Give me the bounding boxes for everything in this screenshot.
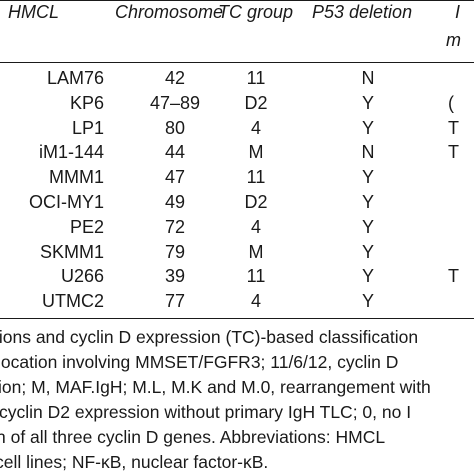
row-tc-group-cell: 4 [250,118,261,138]
row-hmcl-cell: MMM1 [49,167,104,187]
row-chromosome-cell: 47–89 [150,93,201,113]
row-chromosome-cell: 80 [164,118,186,138]
header-tc-group: TC group [218,2,294,22]
table-bottom-rule [0,318,474,319]
row-hmcl-cell: LP1 [71,118,104,138]
row-tc-group-cell: 4 [250,291,261,311]
header-chromosome: Chromosome [115,2,224,22]
row-hmcl-cell: iM1-144 [38,142,104,162]
row-chromosome-cell: 47 [164,167,186,187]
footnote-line: tions and cyclin D expression (TC)-based… [0,327,419,347]
row-tc-group-cell: 4 [250,217,261,237]
header-col5-line1: I [455,2,461,22]
row-col5-cell: T [448,118,459,138]
row-chromosome-cell: 42 [164,68,186,88]
table-top-rule [0,0,474,1]
row-hmcl-cell: OCI-MY1 [28,192,104,212]
header-p53-deletion: P53 deletion [312,2,413,22]
row-p53-deletion-cell: Y [361,93,374,113]
footnote-line: ion; M, MAF.IgH; M.L, M.K and M.0, rearr… [0,377,431,397]
row-p53-deletion-cell: Y [361,167,374,187]
row-chromosome-cell: 79 [164,242,186,262]
row-p53-deletion-cell: N [361,142,375,162]
footnote-line: n of all three cyclin D genes. Abbreviat… [0,427,386,447]
header-col5-line2: m [446,30,461,50]
row-p53-deletion-cell: Y [361,118,374,138]
row-tc-group-cell: D2 [244,192,268,212]
row-p53-deletion-cell: Y [361,217,374,237]
row-tc-group-cell: M [248,242,264,262]
row-p53-deletion-cell: Y [361,266,374,286]
row-tc-group-cell: 11 [246,68,266,88]
row-p53-deletion-cell: Y [361,242,374,262]
row-p53-deletion-cell: Y [361,192,374,212]
row-chromosome-cell: 77 [164,291,186,311]
footnote-line: location involving MMSET/FGFR3; 11/6/12,… [0,352,399,372]
footnote-line: cyclin D2 expression without primary IgH… [0,402,412,422]
header-bottom-rule [0,62,474,63]
row-p53-deletion-cell: Y [361,291,374,311]
header-hmcl: HMCL [8,2,60,22]
footnote-line: cell lines; NF-κB, nuclear factor-κB. [0,452,269,472]
row-hmcl-cell: UTMC2 [42,291,104,311]
row-col5-cell: ( [448,93,454,113]
row-hmcl-cell: LAM76 [46,68,104,88]
row-tc-group-cell: M [248,142,264,162]
row-hmcl-cell: KP6 [69,93,104,113]
row-hmcl-cell: PE2 [69,217,104,237]
row-col5-cell: T [448,266,459,286]
row-p53-deletion-cell: N [361,68,375,88]
row-hmcl-cell: SKMM1 [39,242,104,262]
row-chromosome-cell: 72 [164,217,186,237]
row-chromosome-cell: 44 [164,142,186,162]
row-col5-cell: T [448,142,459,162]
row-tc-group-cell: 11 [246,167,266,187]
row-tc-group-cell: 11 [246,266,266,286]
row-chromosome-cell: 39 [164,266,186,286]
row-hmcl-cell: U266 [60,266,104,286]
row-tc-group-cell: D2 [244,93,268,113]
row-chromosome-cell: 49 [164,192,186,212]
